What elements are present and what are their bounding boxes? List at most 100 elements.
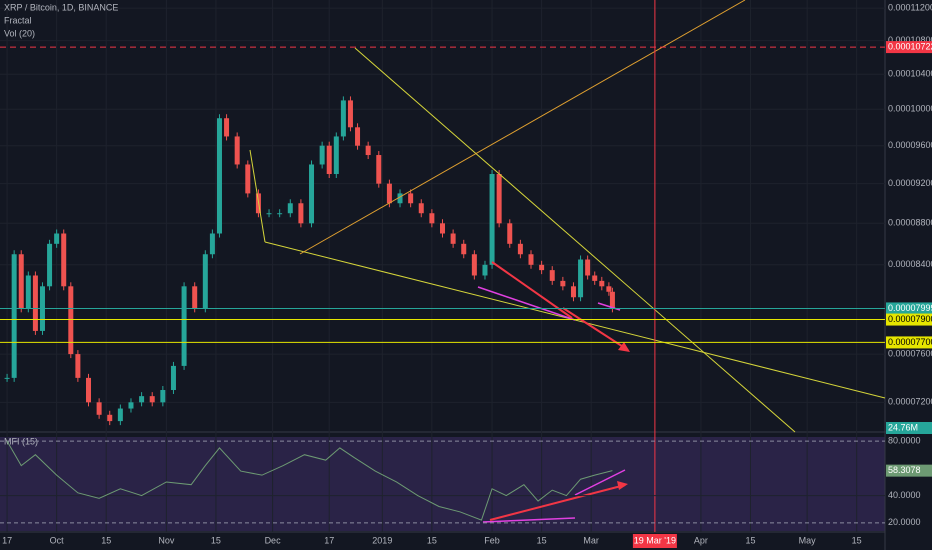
trend-line	[477, 286, 576, 321]
candle	[209, 233, 215, 255]
candle	[507, 223, 513, 244]
candle	[539, 264, 545, 271]
candle	[224, 118, 230, 137]
trend-line	[249, 149, 266, 243]
mfi-tag-label: 58.3078	[888, 465, 921, 475]
candle	[450, 233, 456, 244]
candle	[606, 286, 612, 292]
chart-title: XRP / Bitcoin, 1D, BINANCE	[4, 2, 118, 12]
mfi-pane	[0, 437, 885, 531]
mfi-line	[6, 440, 613, 521]
candle	[461, 243, 467, 255]
candle	[96, 402, 102, 415]
x-tick-label: Nov	[158, 535, 175, 545]
candle	[496, 174, 502, 224]
drawings	[249, 0, 886, 523]
price-tag	[886, 302, 932, 315]
candle	[592, 275, 598, 281]
candle	[517, 243, 523, 255]
trend-line	[299, 0, 746, 255]
candle	[181, 286, 187, 366]
candle	[277, 213, 283, 215]
y-tick-label: 0.00011200	[888, 3, 932, 13]
candle	[202, 254, 208, 309]
candle	[609, 291, 615, 309]
candle	[234, 136, 240, 165]
y-tick-label: 0.00008800	[888, 218, 932, 228]
candle	[4, 377, 10, 379]
candle	[170, 365, 176, 391]
price-tag	[886, 313, 932, 326]
mfi-tick-label: 80.0000	[888, 435, 921, 445]
candle	[18, 254, 24, 309]
mfi-tick-label: 40.0000	[888, 490, 921, 500]
x-tick-label: Feb	[484, 535, 500, 545]
x-tick-label: May	[799, 535, 817, 545]
candle	[599, 280, 605, 287]
x-tick-label: 15	[852, 535, 862, 545]
price-tag-label: 0.00010722	[888, 41, 932, 51]
candle	[68, 286, 74, 355]
candle	[216, 118, 222, 234]
candle	[319, 145, 325, 165]
candle	[585, 259, 591, 276]
candle	[287, 203, 293, 214]
trend-line	[354, 47, 796, 433]
candle	[309, 164, 315, 224]
candle	[298, 203, 304, 224]
candle	[408, 193, 414, 204]
x-tick-label: 15	[211, 535, 221, 545]
candle	[347, 100, 353, 128]
x-tick-label: 15	[427, 535, 437, 545]
arrow-head	[617, 481, 628, 490]
volume-tag	[886, 422, 932, 434]
y-tick-label: 0.00009200	[888, 178, 932, 188]
price-tag-label: 0.00007900	[888, 314, 932, 324]
date-tag-label: 19 Mar '19	[634, 535, 676, 545]
candle	[149, 396, 155, 403]
candle	[340, 100, 346, 137]
candle	[489, 174, 495, 265]
candle	[397, 193, 403, 204]
price-tag	[886, 336, 932, 349]
date-tag	[632, 534, 677, 548]
candle	[326, 145, 332, 175]
candle	[139, 396, 145, 403]
y-tick-label: 0.00008400	[888, 259, 932, 269]
trend-line	[482, 517, 576, 523]
indicator-label: Vol (20)	[4, 28, 35, 38]
candle	[11, 254, 17, 378]
x-tick-label: 2019	[372, 535, 392, 545]
y-tick-label: 0.00010400	[888, 69, 932, 79]
candle	[440, 223, 445, 234]
x-tick-label: 15	[101, 535, 111, 545]
candle	[355, 127, 361, 146]
x-tick-label: Dec	[265, 535, 282, 545]
candle	[192, 286, 198, 309]
candle	[376, 155, 382, 184]
candle	[549, 270, 555, 281]
price-tag-label: 0.00007999	[888, 303, 932, 313]
trend-line	[574, 469, 626, 496]
x-tick-label: 15	[745, 535, 755, 545]
candle	[75, 354, 81, 378]
candle	[86, 377, 91, 403]
price-tag-label: 0.00007700	[888, 337, 932, 347]
plot	[0, 0, 885, 532]
candle	[266, 213, 272, 215]
candle	[578, 259, 584, 298]
y-tick-label: 0.00007600	[888, 348, 932, 358]
arrow-head	[618, 342, 630, 352]
candle	[482, 264, 488, 276]
arrow	[489, 484, 626, 521]
candle	[160, 390, 166, 403]
candle	[25, 275, 31, 309]
y-tick-label: 0.00010000	[888, 104, 932, 114]
candle	[117, 408, 123, 422]
candle	[560, 280, 566, 287]
candle	[471, 254, 477, 276]
x-tick-label: 15	[537, 535, 547, 545]
price-tag	[886, 41, 932, 54]
candle	[107, 414, 113, 422]
